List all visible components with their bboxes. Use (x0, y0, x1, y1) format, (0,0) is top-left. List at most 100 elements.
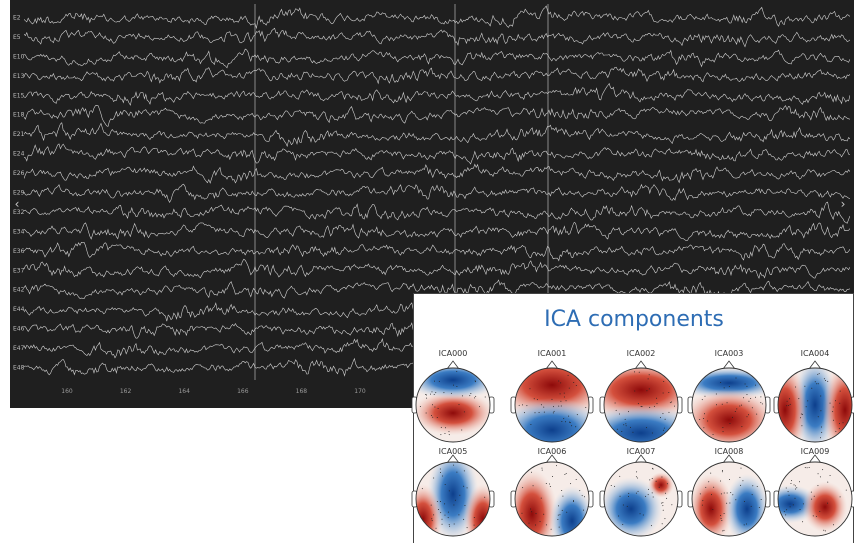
sensor-dot (576, 385, 577, 386)
sensor-dot (524, 412, 525, 413)
sensor-dot (579, 490, 580, 491)
sensor-dot (662, 413, 663, 414)
sensor-dot (541, 468, 542, 469)
sensor-dot (526, 405, 527, 406)
sensor-dot (798, 398, 799, 399)
sensor-dot (660, 417, 661, 418)
sensor-dot (433, 514, 434, 515)
sensor-dot (474, 517, 475, 518)
sensor-dot (556, 465, 557, 466)
sensor-dot (459, 495, 460, 496)
sensor-dot (840, 391, 841, 392)
sensor-dot (746, 394, 747, 395)
sensor-dot (839, 423, 840, 424)
sensor-dot (645, 496, 646, 497)
channel-label: E42 (13, 287, 25, 294)
sensor-dot (746, 416, 747, 417)
sensor-dot (461, 430, 462, 431)
sensor-dot (440, 469, 441, 470)
channel-label: E2 (13, 15, 21, 22)
sensor-dot (558, 505, 559, 506)
sensor-dot (827, 482, 828, 483)
sensor-dot (623, 504, 624, 505)
sensor-dot (835, 400, 836, 401)
channel-label: E18 (13, 112, 25, 119)
sensor-dot (558, 515, 559, 516)
sensor-dot (716, 404, 717, 405)
sensor-dot (479, 406, 480, 407)
sensor-dot (558, 406, 559, 407)
sensor-dot (652, 492, 653, 493)
sensor-dot (759, 507, 760, 508)
sensor-dot (711, 494, 712, 495)
sensor-dot (456, 386, 457, 387)
sensor-dot (431, 391, 432, 392)
sensor-dot (820, 476, 821, 477)
sensor-dot (628, 496, 629, 497)
sensor-dot (818, 383, 819, 384)
sensor-dot (846, 490, 847, 491)
sensor-dot (575, 426, 576, 427)
sensor-dot (703, 418, 704, 419)
sensor-dot (573, 501, 574, 502)
sensor-dot (736, 408, 737, 409)
sensor-dot (464, 411, 465, 412)
sensor-dot (820, 410, 821, 411)
sensor-dot (485, 396, 486, 397)
sensor-dot (659, 487, 660, 488)
sensor-dot (724, 492, 725, 493)
sensor-dot (702, 399, 703, 400)
sensor-dot (819, 373, 820, 374)
time-tick-label: 170 (354, 388, 366, 395)
sensor-dot (559, 527, 560, 528)
ica-title: ICA components (544, 307, 724, 332)
sensor-dot (426, 398, 427, 399)
sensor-dot (541, 404, 542, 405)
sensor-dot (817, 374, 818, 375)
sensor-dot (666, 498, 667, 499)
sensor-dot (454, 524, 455, 525)
sensor-dot (809, 467, 810, 468)
sensor-dot (795, 386, 796, 387)
sensor-dot (533, 485, 534, 486)
sensor-dot (741, 426, 742, 427)
sensor-dot (811, 499, 812, 500)
sensor-dot (752, 485, 753, 486)
sensor-dot (652, 432, 653, 433)
sensor-dot (550, 486, 551, 487)
sensor-dot (630, 427, 631, 428)
sensor-dot (448, 512, 449, 513)
sensor-dot (638, 491, 639, 492)
screenshot: E2E5E10E13E15E18E21E24E26E29E32E34E36E37… (0, 0, 854, 543)
sensor-dot (519, 405, 520, 406)
component-label: ICA002 (627, 349, 656, 358)
sensor-dot (661, 503, 662, 504)
sensor-dot (663, 392, 664, 393)
sensor-dot (625, 423, 626, 424)
sensor-dot (708, 481, 709, 482)
sensor-dot (531, 511, 532, 512)
sensor-dot (671, 504, 672, 505)
sensor-dot (436, 528, 437, 529)
sensor-dot (730, 492, 731, 493)
sensor-dot (843, 422, 844, 423)
channel-label: E48 (13, 365, 25, 372)
sensor-dot (741, 468, 742, 469)
sensor-dot (799, 481, 800, 482)
sensor-dot (521, 513, 522, 514)
prev-arrow[interactable]: ‹ (15, 197, 20, 211)
sensor-dot (786, 487, 787, 488)
sensor-dot (785, 514, 786, 515)
sensor-dot (530, 424, 531, 425)
sensor-dot (816, 516, 817, 517)
next-arrow[interactable]: › (841, 197, 846, 211)
time-tick-label: 166 (237, 388, 249, 395)
sensor-dot (818, 416, 819, 417)
sensor-dot (522, 487, 523, 488)
sensor-dot (537, 399, 538, 400)
sensor-dot (821, 432, 822, 433)
sensor-dot (789, 398, 790, 399)
sensor-dot (665, 419, 666, 420)
sensor-dot (821, 427, 822, 428)
sensor-dot (536, 513, 537, 514)
